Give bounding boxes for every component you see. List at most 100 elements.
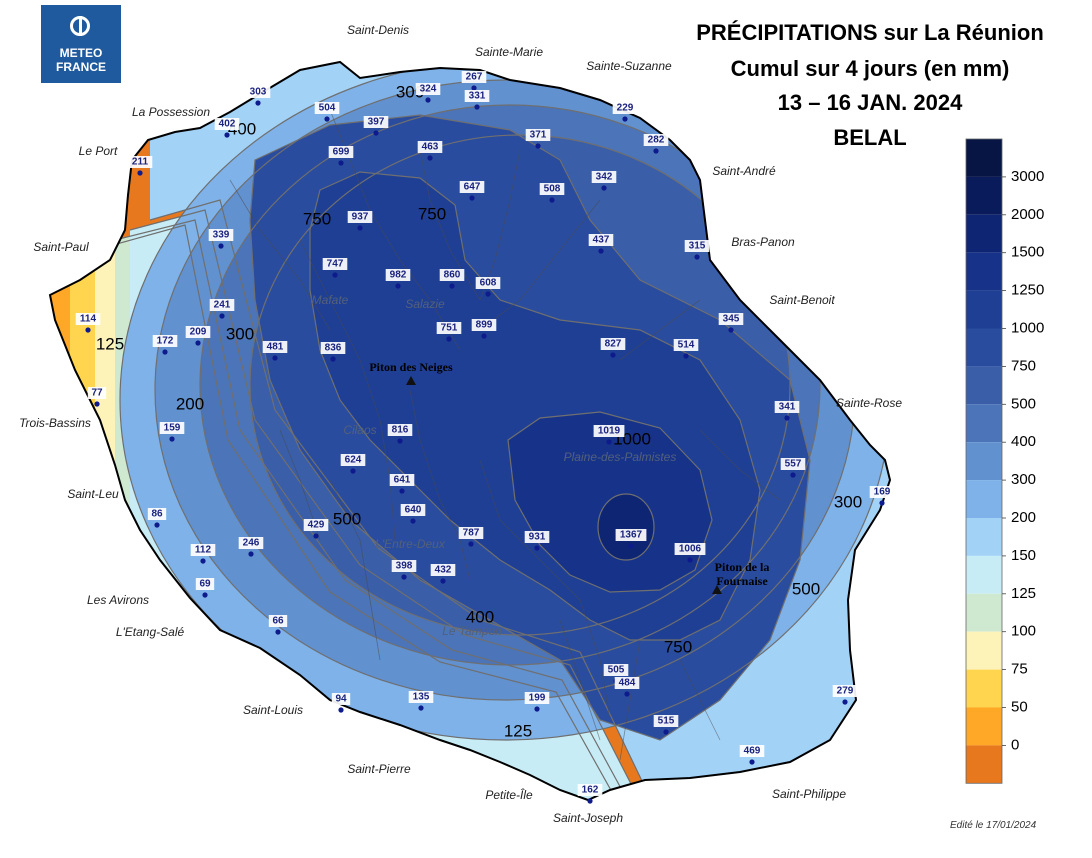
- peak-label: Fournaise: [716, 574, 768, 588]
- station-dot-icon: [879, 500, 885, 506]
- contour-label: 200: [176, 394, 204, 413]
- peak-label: Piton de la: [715, 560, 770, 574]
- station-dot-icon: [446, 336, 452, 342]
- legend-label: 3000: [1011, 168, 1044, 185]
- station-value: 342: [596, 172, 613, 183]
- station-marker: 341: [774, 401, 800, 421]
- town-label: Saint-Philippe: [772, 787, 846, 801]
- town-label: Petite-Île: [485, 787, 533, 802]
- station-value: 66: [272, 616, 284, 627]
- legend-label: 0: [1011, 736, 1019, 753]
- station-value: 162: [582, 785, 599, 796]
- legend-swatch: [966, 593, 1002, 632]
- station-dot-icon: [683, 353, 689, 359]
- station-marker: 169: [869, 486, 895, 506]
- station-value-box: [415, 83, 441, 95]
- peak-marker: Piton des Neiges: [369, 360, 453, 385]
- station-value-box: [400, 504, 426, 516]
- station-value-box: [869, 486, 895, 498]
- station-value: 647: [464, 182, 481, 193]
- color-scale-legend: 3000200015001250100075050040030020015012…: [965, 138, 1044, 784]
- station-value-box: [214, 118, 240, 130]
- station-value: 429: [308, 520, 325, 531]
- station-value: 86: [151, 509, 163, 520]
- legend-frame: [965, 138, 1003, 784]
- station-marker: 398: [391, 560, 417, 580]
- legend-label: 1250: [1011, 282, 1044, 299]
- contour-label: 500: [792, 579, 820, 598]
- station-value-box: [464, 90, 490, 102]
- station-value-box: [408, 691, 434, 703]
- station-value-box: [127, 156, 153, 168]
- station-marker: 515: [653, 715, 679, 735]
- legend-swatch: [966, 707, 1002, 746]
- station-marker: 1367: [615, 529, 647, 549]
- station-value-box: [322, 258, 348, 270]
- station-marker: 229: [612, 102, 638, 122]
- town-label: Sainte-Marie: [475, 45, 543, 59]
- station-value: 135: [413, 692, 430, 703]
- station-marker: 463: [417, 141, 443, 161]
- station-value-box: [314, 102, 340, 114]
- map-title: PRÉCIPITATIONS sur La Réunion: [696, 20, 1044, 45]
- station-marker: 315: [684, 240, 710, 260]
- station-marker: 342: [591, 171, 617, 191]
- station-dot-icon: [195, 340, 201, 346]
- station-value: 1367: [620, 530, 643, 541]
- station-value: 199: [529, 693, 546, 704]
- station-marker: 209: [185, 326, 211, 346]
- station-marker: 324: [415, 83, 441, 103]
- station-marker: 282: [643, 134, 669, 154]
- station-value-box: [461, 71, 487, 83]
- station-value: 339: [213, 230, 230, 241]
- legend-label: 200: [1011, 509, 1036, 526]
- station-value-box: [347, 211, 373, 223]
- station-value: 69: [199, 579, 211, 590]
- station-marker: 114: [75, 313, 101, 333]
- locality-label: Le Tampon: [442, 624, 502, 638]
- station-value: 557: [785, 459, 802, 470]
- station-value-box: [600, 338, 626, 350]
- town-label: Sainte-Rose: [836, 396, 902, 410]
- station-marker: 469: [739, 745, 765, 765]
- station-dot-icon: [154, 522, 160, 528]
- station-value-box: [774, 401, 800, 413]
- legend-swatch: [966, 631, 1002, 670]
- station-value-box: [588, 234, 614, 246]
- station-value: 751: [441, 323, 458, 334]
- locality-label: Plaine-des-Palmistes: [564, 450, 677, 464]
- legend-swatch: [966, 745, 1002, 784]
- station-value-box: [185, 326, 211, 338]
- station-value: 484: [619, 678, 636, 689]
- locality-label: Mafate: [312, 293, 349, 307]
- station-value-box: [147, 508, 167, 520]
- station-marker: 608: [475, 277, 501, 297]
- station-dot-icon: [687, 557, 693, 563]
- locality-label: Cilaos: [343, 423, 376, 437]
- station-value: 931: [529, 532, 546, 543]
- town-label: Saint-Paul: [33, 240, 89, 254]
- station-dot-icon: [549, 197, 555, 203]
- station-marker: 827: [600, 338, 626, 358]
- contour-labels: 3004007507503001252001000300500500400750…: [96, 82, 862, 740]
- triangle-icon: [406, 376, 416, 385]
- station-marker: 437: [588, 234, 614, 254]
- station-marker: 624: [340, 454, 366, 474]
- station-marker: 931: [524, 531, 550, 551]
- station-value-box: [459, 181, 485, 193]
- contour-label: 750: [303, 209, 331, 228]
- station-value: 469: [744, 746, 761, 757]
- town-label: Saint-Joseph: [553, 811, 623, 825]
- station-value-box: [238, 537, 264, 549]
- station-dot-icon: [485, 291, 491, 297]
- station-dot-icon: [624, 691, 630, 697]
- station-marker: 331: [464, 90, 490, 110]
- station-value-box: [475, 277, 501, 289]
- station-marker: 246: [238, 537, 264, 557]
- station-value-box: [152, 335, 178, 347]
- station-value-box: [159, 422, 185, 434]
- station-value: 371: [530, 130, 547, 141]
- legend-label: 1500: [1011, 244, 1044, 261]
- station-value-box: [614, 677, 640, 689]
- station-value: 982: [390, 270, 407, 281]
